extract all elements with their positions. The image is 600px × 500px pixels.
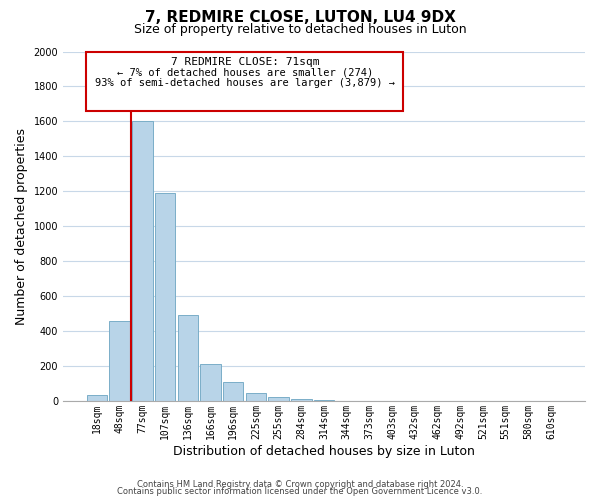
Bar: [155, 193, 175, 401]
Bar: [178, 316, 198, 401]
Bar: [87, 395, 107, 401]
FancyBboxPatch shape: [86, 52, 403, 111]
Bar: [268, 398, 289, 401]
Text: 7 REDMIRE CLOSE: 71sqm: 7 REDMIRE CLOSE: 71sqm: [170, 56, 319, 66]
Text: 93% of semi-detached houses are larger (3,879) →: 93% of semi-detached houses are larger (…: [95, 78, 395, 88]
Y-axis label: Number of detached properties: Number of detached properties: [15, 128, 28, 324]
Bar: [132, 122, 152, 401]
Bar: [245, 393, 266, 401]
Bar: [314, 400, 334, 401]
Text: 7, REDMIRE CLOSE, LUTON, LU4 9DX: 7, REDMIRE CLOSE, LUTON, LU4 9DX: [145, 10, 455, 25]
Text: ← 7% of detached houses are smaller (274): ← 7% of detached houses are smaller (274…: [116, 67, 373, 77]
Bar: [109, 320, 130, 401]
Bar: [291, 399, 311, 401]
Text: Size of property relative to detached houses in Luton: Size of property relative to detached ho…: [134, 22, 466, 36]
Text: Contains HM Land Registry data © Crown copyright and database right 2024.: Contains HM Land Registry data © Crown c…: [137, 480, 463, 489]
Bar: [200, 364, 221, 401]
Text: Contains public sector information licensed under the Open Government Licence v3: Contains public sector information licen…: [118, 488, 482, 496]
X-axis label: Distribution of detached houses by size in Luton: Distribution of detached houses by size …: [173, 444, 475, 458]
Bar: [223, 382, 244, 401]
